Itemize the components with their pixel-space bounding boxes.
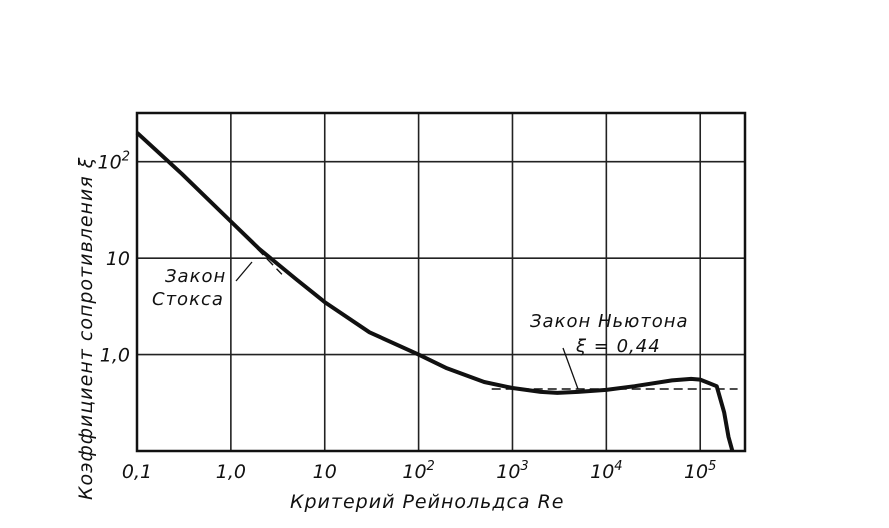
newton-leader-line bbox=[562, 347, 579, 390]
x-tick-label: 103 bbox=[496, 459, 528, 483]
y-tick-labels: 1,0 10 102 bbox=[98, 150, 130, 367]
chart-grid bbox=[137, 113, 745, 451]
y-tick-label: 1,0 bbox=[100, 345, 130, 367]
chart-series bbox=[135, 131, 738, 452]
newton-annotation-line-1: Закон Ньютона bbox=[530, 311, 689, 332]
x-tick-label: 10 bbox=[313, 461, 337, 483]
drag-coefficient-curve bbox=[135, 131, 735, 452]
stokes-leader-line bbox=[235, 261, 253, 282]
stokes-annotation-line-2: Стокса bbox=[152, 289, 224, 310]
stokes-annotation-line-1: Закон bbox=[165, 266, 226, 287]
x-tick-labels: 0,1 1,0 10 102 103 104 105 bbox=[122, 459, 717, 483]
newton-annotation-line-2: ξ = 0,44 bbox=[575, 336, 661, 357]
x-tick-label: 1,0 bbox=[216, 461, 246, 483]
x-tick-label: 105 bbox=[684, 459, 716, 483]
x-axis-label: Критерий Рейнольдса Re bbox=[290, 491, 565, 513]
x-tick-label: 0,1 bbox=[122, 461, 152, 483]
y-axis-label: Коэффициент сопротивления ξ bbox=[75, 157, 97, 500]
y-tick-label: 10 bbox=[106, 248, 130, 270]
plot-frame bbox=[135, 111, 747, 453]
y-tick-label: 102 bbox=[98, 150, 130, 174]
reference-dashed-line bbox=[246, 238, 283, 275]
x-tick-label: 102 bbox=[402, 459, 434, 483]
x-tick-label: 104 bbox=[590, 459, 622, 483]
